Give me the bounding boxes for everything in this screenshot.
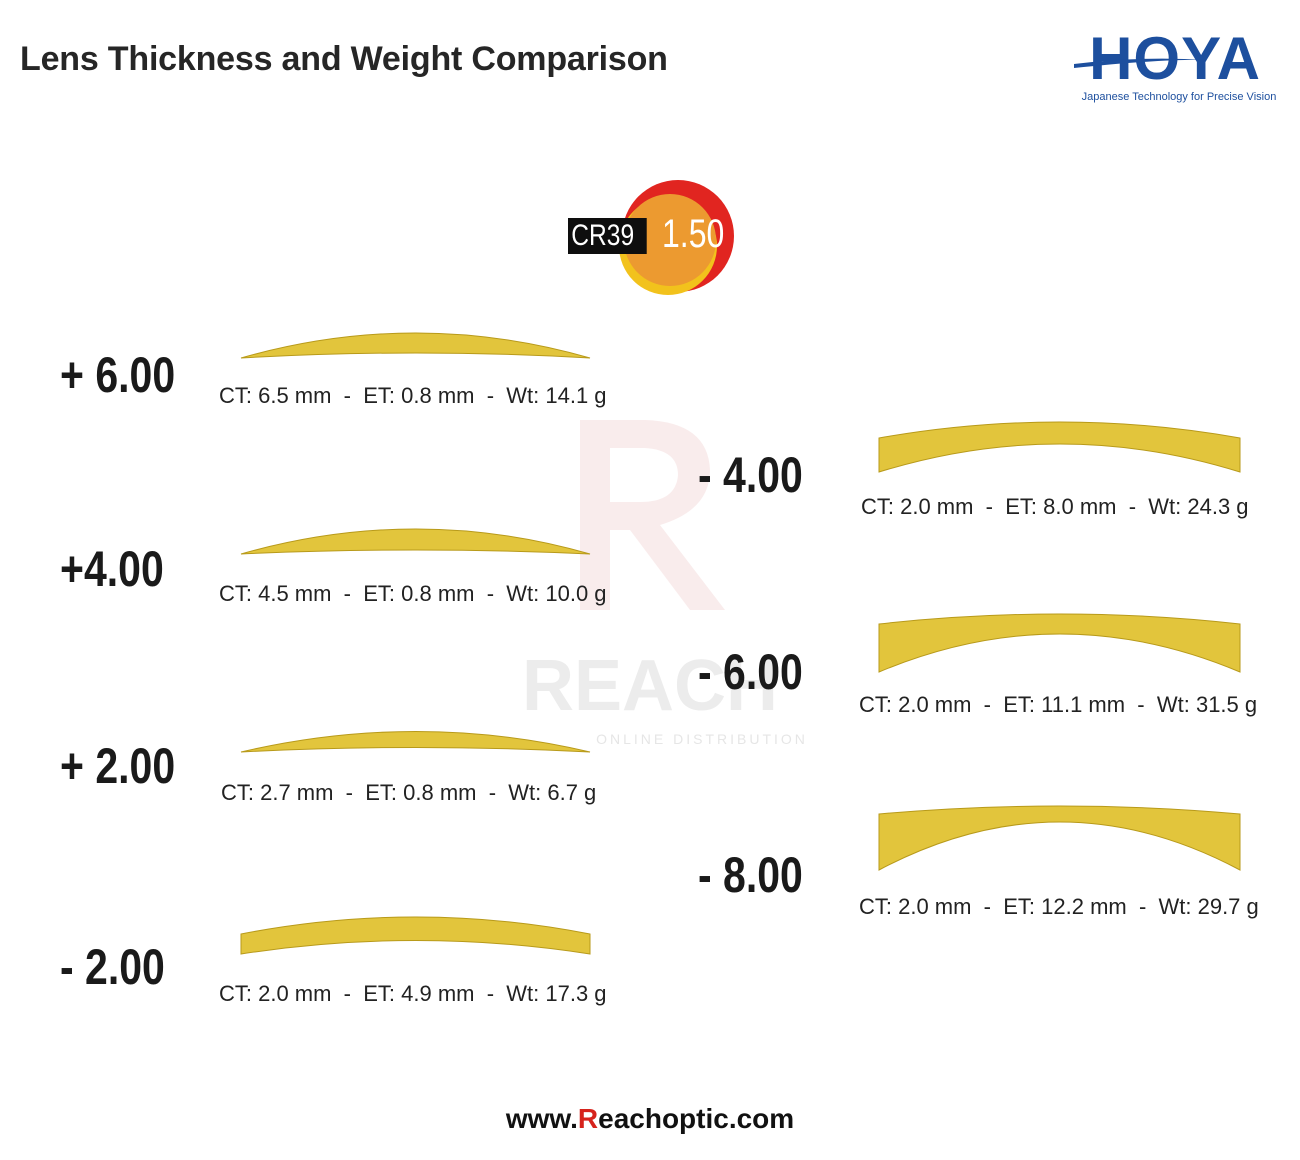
lens-power-minus-6: - 6.00 bbox=[698, 644, 803, 700]
lens-shape-plus-2 bbox=[240, 731, 591, 753]
lens-shape-minus-4 bbox=[878, 421, 1241, 473]
lens-power-plus-6: + 6.00 bbox=[60, 347, 176, 403]
lens-spec-plus-4: CT: 4.5 mm - ET: 0.8 mm - Wt: 10.0 g bbox=[219, 581, 607, 606]
lens-power-minus-2: - 2.00 bbox=[60, 939, 165, 995]
logo-swoosh-icon bbox=[1074, 58, 1206, 68]
lens-spec-minus-2: CT: 2.0 mm - ET: 4.9 mm - Wt: 17.3 g bbox=[219, 981, 607, 1006]
hoya-logo: HOYA Japanese Technology for Precise Vis… bbox=[1070, 25, 1285, 110]
logo-tagline: Japanese Technology for Precise Vision bbox=[1081, 91, 1277, 103]
lens-power-plus-2: + 2.00 bbox=[60, 738, 176, 794]
footer-url-suffix: eachoptic.com bbox=[598, 1103, 795, 1134]
lens-power-minus-4: - 4.00 bbox=[698, 447, 803, 503]
lens-shape-minus-6 bbox=[878, 613, 1241, 673]
lens-spec-plus-2: CT: 2.7 mm - ET: 0.8 mm - Wt: 6.7 g bbox=[221, 780, 597, 805]
footer-url-highlight: R bbox=[577, 1103, 599, 1134]
material-badge: CR39 1.50 bbox=[566, 170, 736, 300]
lens-shape-plus-6 bbox=[240, 332, 591, 359]
lens-spec-plus-6: CT: 6.5 mm - ET: 0.8 mm - Wt: 14.1 g bbox=[219, 383, 607, 408]
footer-url[interactable]: www.Reachoptic.com bbox=[0, 1103, 1300, 1135]
badge-index-value: 1.50 bbox=[662, 212, 725, 256]
badge-disc-icon bbox=[619, 180, 734, 295]
footer-url-prefix: www. bbox=[505, 1103, 578, 1134]
reach-watermark: REACH ONLINE DISTRIBUTION bbox=[522, 420, 808, 747]
logo-wordmark: HOYA bbox=[1089, 25, 1261, 92]
watermark-name: REACH bbox=[522, 646, 778, 726]
lens-spec-minus-4: CT: 2.0 mm - ET: 8.0 mm - Wt: 24.3 g bbox=[861, 494, 1249, 519]
lens-spec-minus-8: CT: 2.0 mm - ET: 12.2 mm - Wt: 29.7 g bbox=[859, 894, 1259, 919]
lens-shape-plus-4 bbox=[240, 528, 591, 555]
lens-power-plus-4: +4.00 bbox=[60, 541, 164, 597]
lens-power-minus-8: - 8.00 bbox=[698, 847, 803, 903]
watermark-subtitle: ONLINE DISTRIBUTION bbox=[596, 731, 808, 747]
page-title: Lens Thickness and Weight Comparison bbox=[20, 40, 668, 78]
badge-material-label: CR39 bbox=[568, 218, 647, 254]
lens-spec-minus-6: CT: 2.0 mm - ET: 11.1 mm - Wt: 31.5 g bbox=[859, 692, 1258, 717]
lens-shape-minus-2 bbox=[240, 916, 591, 955]
lens-shape-minus-8 bbox=[878, 805, 1241, 871]
